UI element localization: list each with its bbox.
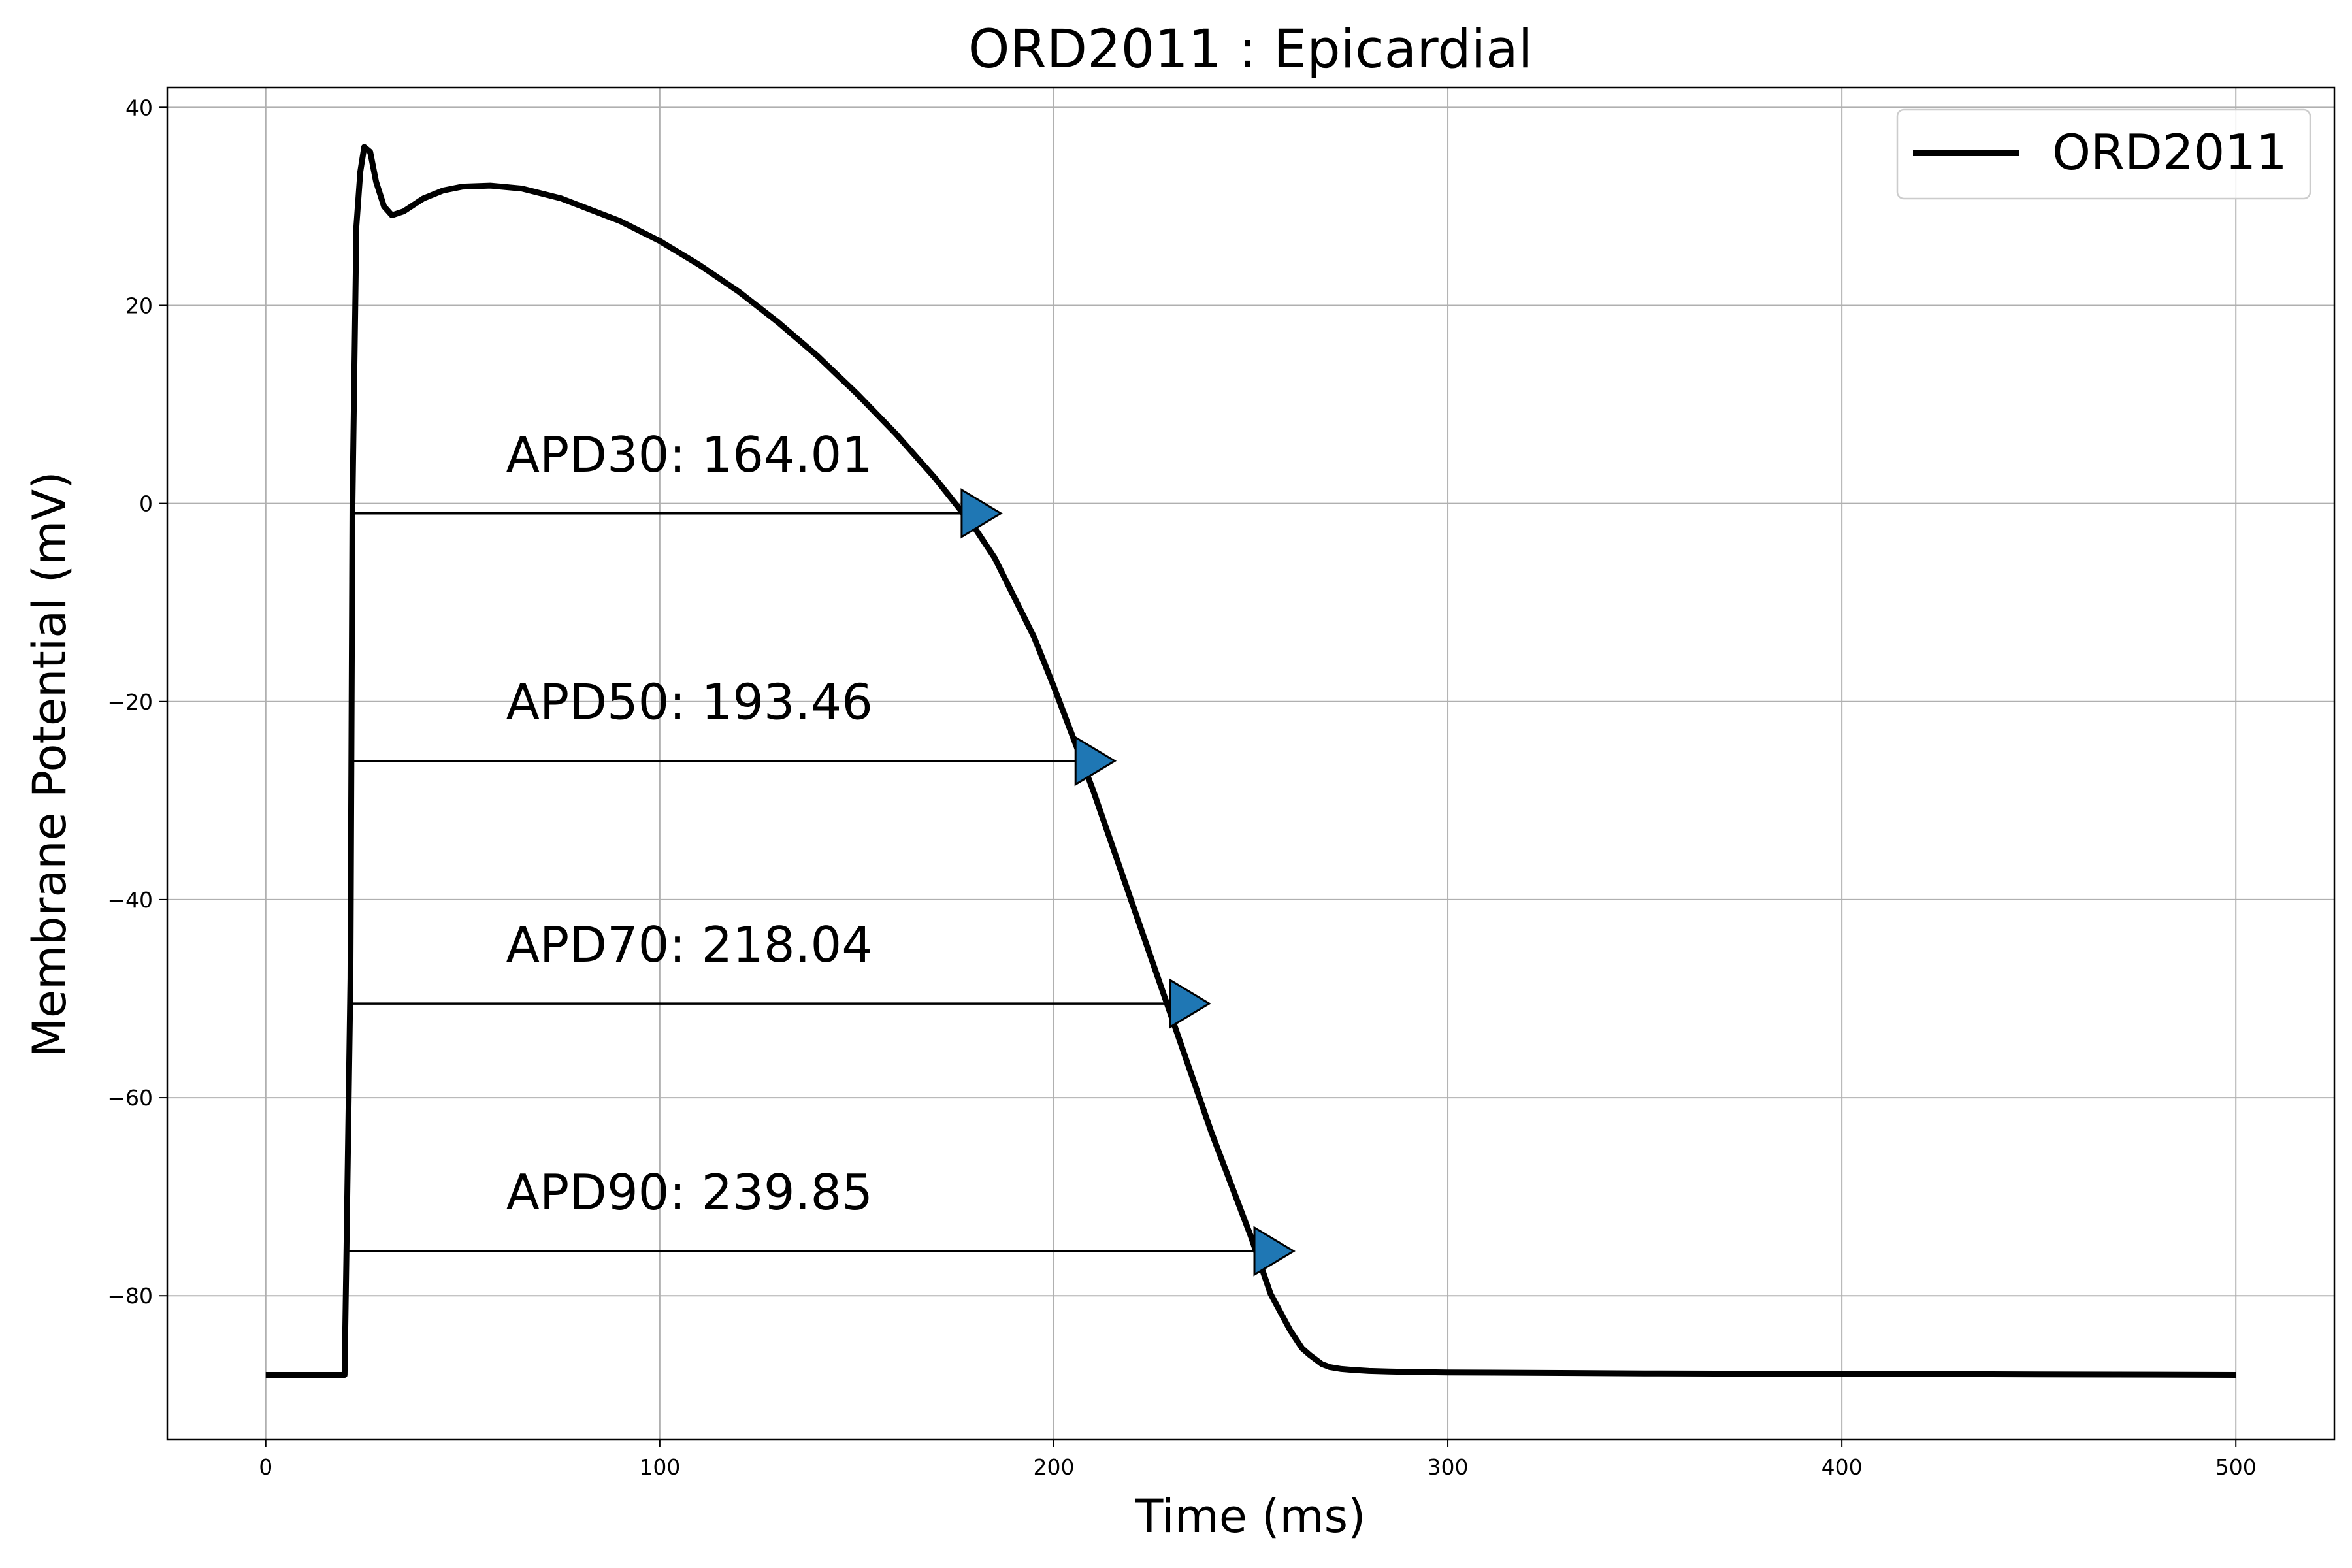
- plot-frame: [166, 86, 2336, 1441]
- apd-marker: APD70: 218.04: [348, 916, 1211, 1029]
- apd-label: APD50: 193.46: [506, 674, 873, 731]
- x-axis-label: Time (ms): [1135, 1490, 1366, 1543]
- series-line-ord2011: [265, 144, 2236, 1378]
- apd-label: APD70: 218.04: [506, 916, 873, 973]
- y-tick-label: −80: [107, 1283, 153, 1309]
- apd-marker: APD90: 239.85: [346, 1164, 1296, 1277]
- x-tick-label: 400: [1821, 1454, 1863, 1480]
- apd-label: APD30: 164.01: [506, 426, 873, 483]
- legend-label-ord2011: ORD2011: [2052, 123, 2287, 181]
- apd-arrowhead: [1253, 1226, 1296, 1277]
- apd-arrowhead: [1169, 978, 1211, 1029]
- x-tick-label: 0: [259, 1454, 272, 1480]
- y-tick-label: 40: [125, 95, 153, 120]
- apd-label: APD90: 239.85: [506, 1164, 873, 1221]
- x-tick-label: 200: [1033, 1454, 1074, 1480]
- legend-box: [1896, 108, 2311, 200]
- x-tick-label: 500: [2215, 1454, 2257, 1480]
- y-tick-label: −20: [107, 689, 153, 715]
- y-axis-label: Membrane Potential (mV): [23, 471, 76, 1057]
- apd-markers: APD30: 164.01 APD50: 193.46 APD70: 218.04 A…: [346, 426, 1296, 1277]
- grid: [167, 88, 2334, 1439]
- y-tick-label: 0: [139, 491, 153, 517]
- series-layer: [265, 144, 2236, 1378]
- apd-marker: APD50: 193.46: [350, 674, 1117, 787]
- x-tick-label: 300: [1428, 1454, 1469, 1480]
- y-tick-label: 20: [125, 293, 153, 318]
- legend: ORD2011: [1896, 108, 2311, 200]
- chart-title: ORD2011 : Epicardial: [968, 19, 1533, 80]
- apd-arrowhead: [1074, 736, 1117, 787]
- y-tick-label: −40: [107, 887, 153, 913]
- apd-marker: APD30: 164.01: [351, 426, 1003, 539]
- y-tick-label: −60: [107, 1085, 153, 1111]
- apd-arrowhead: [960, 488, 1003, 539]
- x-tick-label: 100: [639, 1454, 680, 1480]
